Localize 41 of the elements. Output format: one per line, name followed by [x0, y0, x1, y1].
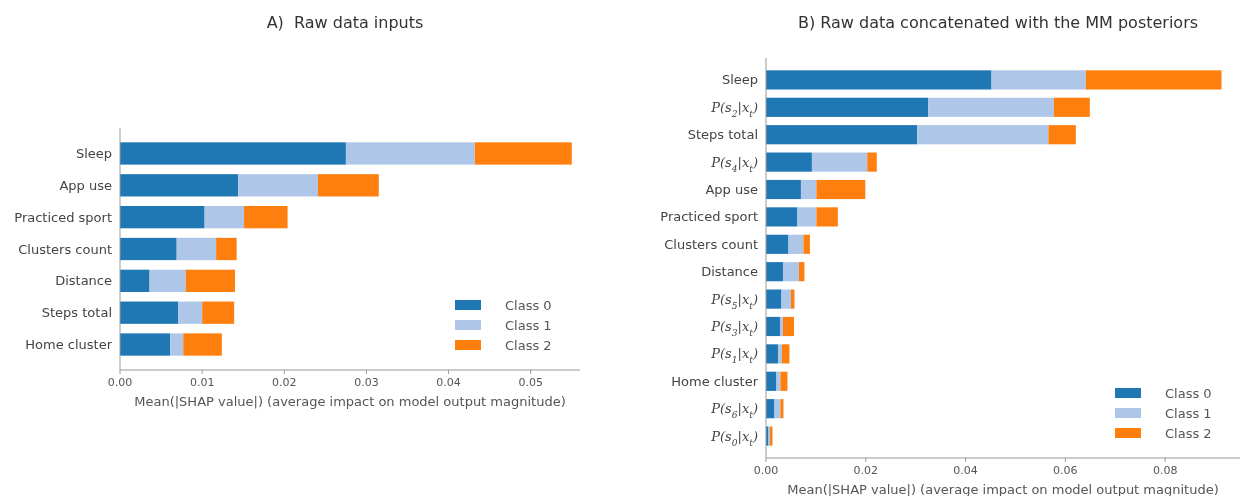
y-tick-label: P(s$_{0}$|x$_{t}$): [710, 428, 758, 448]
legend-label: Class 1: [1165, 405, 1212, 421]
y-tick-label: Home cluster: [671, 373, 759, 389]
y-tick-label: Practiced sport: [14, 209, 112, 225]
x-tick-label: 0.05: [518, 376, 543, 389]
x-tick-label: 0.04: [436, 376, 461, 389]
legend-label: Class 2: [1165, 425, 1212, 441]
y-tick-label: P(s$_{5}$|x$_{t}$): [710, 291, 758, 311]
y-tick-label: Distance: [701, 264, 758, 280]
chart-title: A) Raw data inputs: [266, 13, 424, 32]
y-tick-label: P(s$_{4}$|x$_{t}$): [710, 154, 758, 174]
y-tick-label: Practiced sport: [660, 209, 758, 225]
x-tick-label: 0.02: [853, 464, 879, 477]
x-tick-label: 0.00: [107, 376, 133, 389]
legend-label: Class 1: [505, 317, 552, 333]
legend-label: Class 0: [1165, 385, 1212, 401]
legend-label: Class 2: [505, 337, 552, 353]
y-tick-label: App use: [705, 182, 758, 198]
x-tick-label: 0.01: [189, 376, 215, 389]
y-tick-label: Clusters count: [664, 236, 758, 252]
y-tick-label: Steps total: [41, 305, 112, 321]
y-tick-label: Steps total: [687, 127, 758, 143]
x-tick-label: 0.08: [1152, 464, 1178, 477]
y-tick-label: Sleep: [75, 146, 112, 162]
y-tick-label: App use: [59, 177, 112, 193]
y-tick-label: P(s$_{2}$|x$_{t}$): [710, 99, 758, 119]
y-tick-label: P(s$_{3}$|x$_{t}$): [710, 319, 758, 339]
x-tick-label: 0.02: [272, 376, 297, 389]
y-tick-label: Clusters count: [18, 241, 112, 257]
x-tick-label: 0.03: [354, 376, 379, 389]
chart-title: B) Raw data concatenated with the MM posteriors: [797, 13, 1199, 32]
y-tick-label: P(s$_{6}$|x$_{t}$): [710, 401, 758, 421]
y-tick-label: Distance: [55, 273, 112, 289]
x-axis-title: Mean(|SHAP value|) (average impact on model output magnitude): [134, 394, 566, 409]
y-tick-label: Home cluster: [25, 337, 113, 353]
y-tick-label: P(s$_{1}$|x$_{t}$): [710, 346, 758, 366]
y-tick-label: Sleep: [721, 72, 758, 88]
x-tick-label: 0.06: [1053, 464, 1078, 477]
x-tick-label: 0.00: [753, 464, 779, 477]
x-tick-label: 0.04: [953, 464, 978, 477]
legend-label: Class 0: [505, 297, 552, 313]
